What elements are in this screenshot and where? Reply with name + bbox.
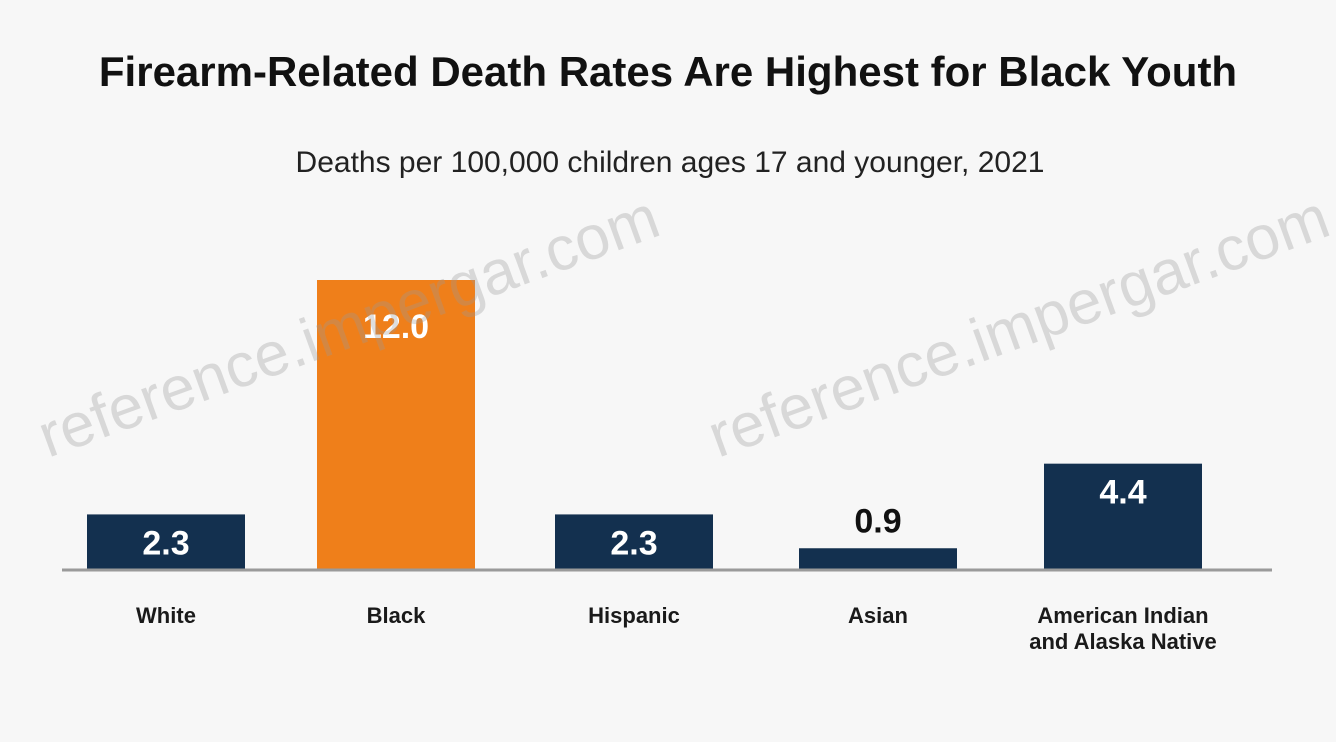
value-label: 12.0 (363, 308, 429, 346)
bar-american-indian (1044, 463, 1202, 570)
bars-layer (87, 280, 1202, 570)
value-label: 4.4 (1099, 474, 1146, 512)
watermark-layer: reference.impergar.com reference.imperga… (29, 182, 1336, 471)
value-label: 2.3 (142, 524, 189, 562)
category-label: Asian (848, 603, 908, 628)
bar-black (317, 280, 475, 570)
labels-layer: 2.3 White 12.0 Black 2.3 Hispanic 0.9 Asian 4.4 A… (136, 308, 1217, 654)
bar-white (87, 514, 245, 570)
category-label: Black (367, 603, 426, 628)
watermark-text: reference.impergar.com (699, 182, 1336, 471)
chart-subtitle: Deaths per 100,000 children ages 17 and … (296, 146, 1045, 179)
bar-hispanic (555, 514, 713, 570)
category-label: American Indian (1037, 603, 1208, 628)
value-label: 2.3 (610, 524, 657, 562)
chart-title: Firearm-Related Death Rates Are Highest … (99, 48, 1237, 95)
category-label: and Alaska Native (1029, 629, 1217, 654)
bar-asian (799, 548, 957, 570)
category-label: White (136, 603, 196, 628)
category-label: Hispanic (588, 603, 680, 628)
value-label: 0.9 (854, 502, 901, 540)
